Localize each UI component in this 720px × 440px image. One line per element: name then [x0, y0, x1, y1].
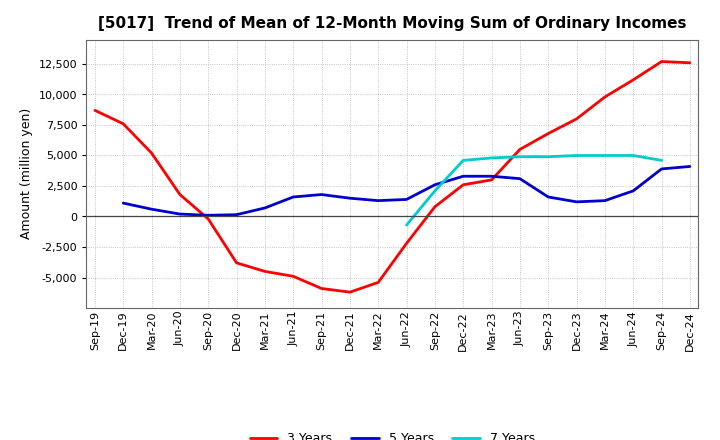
Line: 7 Years: 7 Years [407, 155, 662, 225]
7 Years [516, 154, 524, 159]
Title: [5017]  Trend of Mean of 12-Month Moving Sum of Ordinary Incomes: [5017] Trend of Mean of 12-Month Moving … [98, 16, 687, 32]
5 Years [516, 176, 524, 181]
3 Years [148, 150, 156, 156]
7 Years [544, 154, 552, 159]
5 Years [119, 201, 127, 206]
3 Years [516, 147, 524, 152]
5 Years [629, 188, 637, 194]
3 Years [431, 204, 439, 209]
5 Years [685, 164, 694, 169]
3 Years [629, 77, 637, 82]
5 Years [233, 212, 241, 217]
3 Years [685, 60, 694, 66]
Legend: 3 Years, 5 Years, 7 Years: 3 Years, 5 Years, 7 Years [245, 427, 540, 440]
Y-axis label: Amount (million yen): Amount (million yen) [20, 108, 33, 239]
Line: 5 Years: 5 Years [123, 166, 690, 215]
5 Years [346, 195, 354, 201]
7 Years [600, 153, 609, 158]
3 Years [289, 274, 297, 279]
5 Years [431, 182, 439, 187]
5 Years [487, 174, 496, 179]
3 Years [459, 182, 467, 187]
3 Years [346, 290, 354, 295]
3 Years [374, 280, 382, 285]
7 Years [402, 222, 411, 227]
7 Years [629, 153, 637, 158]
3 Years [544, 131, 552, 136]
3 Years [119, 121, 127, 126]
3 Years [487, 177, 496, 183]
5 Years [572, 199, 581, 205]
3 Years [657, 59, 666, 64]
5 Years [176, 211, 184, 216]
5 Years [318, 192, 326, 197]
7 Years [657, 158, 666, 163]
Line: 3 Years: 3 Years [95, 62, 690, 292]
7 Years [459, 158, 467, 163]
5 Years [261, 205, 269, 211]
3 Years [261, 269, 269, 274]
5 Years [148, 206, 156, 212]
3 Years [318, 286, 326, 291]
5 Years [657, 166, 666, 172]
3 Years [91, 108, 99, 113]
3 Years [402, 241, 411, 246]
3 Years [204, 216, 212, 222]
5 Years [204, 213, 212, 218]
3 Years [176, 192, 184, 197]
5 Years [374, 198, 382, 203]
7 Years [431, 188, 439, 194]
3 Years [600, 94, 609, 99]
5 Years [600, 198, 609, 203]
3 Years [233, 260, 241, 265]
7 Years [487, 155, 496, 161]
5 Years [544, 194, 552, 200]
5 Years [289, 194, 297, 200]
5 Years [402, 197, 411, 202]
7 Years [572, 153, 581, 158]
5 Years [459, 174, 467, 179]
3 Years [572, 116, 581, 121]
